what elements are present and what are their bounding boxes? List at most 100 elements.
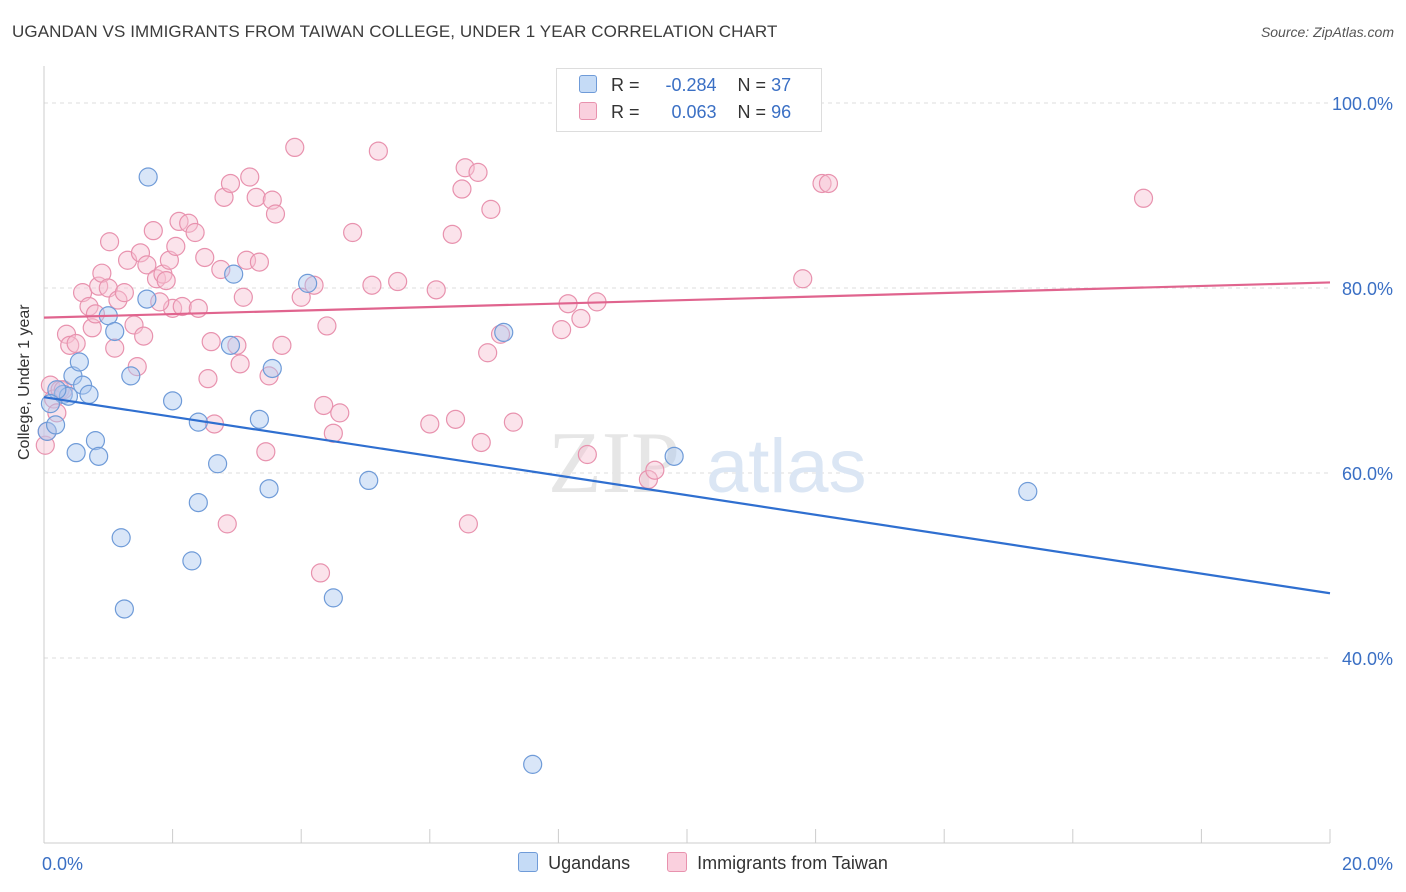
taiwan-point-23: [130, 243, 151, 263]
taiwan-point-69: [388, 271, 408, 292]
ugandans-point-24: [249, 409, 270, 429]
points-immigrants-from-taiwan: [35, 137, 1154, 583]
x-tick-label-1: 20.0%: [1342, 854, 1393, 874]
taiwan-point-53: [256, 442, 276, 462]
ugandans-point-32: [664, 446, 684, 466]
taiwan-point-79: [478, 343, 498, 363]
legend-row-ugandans: R = -0.284 N = 37: [579, 75, 791, 99]
taiwan-point-36: [185, 222, 205, 243]
taiwan-point-33: [169, 211, 189, 231]
taiwan-point-39: [198, 369, 218, 389]
taiwan-point-38: [195, 247, 215, 268]
ugandans-point-28: [323, 588, 343, 608]
taiwan-point-60: [304, 275, 324, 295]
taiwan-point-89: [645, 460, 665, 480]
taiwan-point-16: [99, 232, 120, 252]
taiwan-point-72: [442, 224, 462, 244]
y-axis-label: College, Under 1 year: [16, 304, 33, 460]
taiwan-point-57: [272, 335, 292, 355]
taiwan-point-48: [233, 287, 253, 307]
y-tick-label-0: 100.0%: [1332, 94, 1393, 114]
taiwan-point-68: [368, 141, 388, 161]
legend-r-value-taiwan: 0.063: [671, 102, 717, 122]
legend-row-taiwan: R = 0.063 N = 96: [579, 102, 791, 126]
taiwan-point-63: [317, 316, 337, 336]
legend-n-value-ugandans: 37: [771, 75, 792, 95]
trend-line-ugandans: [43, 396, 1331, 595]
taiwan-point-45: [220, 173, 241, 194]
taiwan-point-70: [420, 414, 440, 434]
taiwan-point-7: [60, 335, 80, 355]
taiwan-point-18: [108, 290, 128, 310]
taiwan-point-47: [230, 354, 250, 374]
legend-n-value-taiwan: 96: [771, 102, 792, 122]
taiwan-point-78: [471, 432, 491, 453]
legend-label-ugandans: Ugandans: [548, 853, 631, 873]
ugandans-point-12: [121, 366, 141, 386]
trend-lines: [43, 281, 1331, 595]
legend-item-taiwan[interactable]: Immigrants from Taiwan: [667, 852, 888, 874]
tick-labels: 100.0% 80.0% 60.0% 40.0% 0.0% 20.0%: [42, 94, 1393, 874]
ugandans-point-36: [79, 384, 99, 404]
taiwan-point-35: [179, 213, 199, 233]
ugandans-point-14: [114, 599, 134, 619]
watermark-zip: ZIP: [548, 415, 680, 512]
series-legend: Ugandans Immigrants from Taiwan: [0, 852, 1406, 874]
taiwan-point-65: [330, 403, 350, 423]
ugandans-point-33: [1018, 481, 1038, 502]
ugandans-point-19: [188, 493, 208, 513]
chart-title: UGANDAN VS IMMIGRANTS FROM TAIWAN COLLEG…: [12, 22, 778, 41]
taiwan-point-73: [445, 409, 466, 429]
taiwan-point-29: [156, 271, 176, 291]
taiwan-point-46: [227, 335, 247, 355]
watermark-atlas: atlas: [706, 424, 867, 509]
ugandans-point-25: [259, 479, 279, 499]
taiwan-point-71: [426, 280, 446, 300]
correlation-legend: R = -0.284 N = 37 R = 0.063 N = 96: [556, 68, 822, 132]
taiwan-point-34: [172, 296, 192, 317]
ugandans-point-21: [208, 454, 228, 474]
taiwan-point-82: [503, 412, 523, 432]
legend-swatch-blue: [579, 75, 597, 93]
ugandans-point-17: [163, 391, 183, 411]
legend-r-value-ugandans: -0.284: [665, 75, 717, 95]
taiwan-point-17: [105, 338, 125, 358]
taiwan-point-90: [793, 269, 813, 289]
legend-n-label: N =: [737, 102, 767, 122]
taiwan-point-8: [66, 333, 86, 354]
taiwan-point-51: [246, 187, 266, 207]
ugandans-point-11: [105, 321, 125, 342]
taiwan-point-91: [812, 173, 832, 194]
legend-r-label: R =: [611, 102, 640, 122]
taiwan-point-86: [577, 444, 597, 465]
legend-swatch-pink: [579, 102, 597, 120]
taiwan-point-62: [314, 395, 334, 416]
ugandans-point-15: [137, 289, 157, 309]
ugandans-point-27: [298, 273, 318, 293]
ugandans-point-5: [69, 352, 89, 372]
points-ugandans: [37, 167, 1038, 774]
ugandans-point-6: [72, 375, 93, 395]
taiwan-point-92: [818, 173, 839, 194]
taiwan-point-52: [249, 252, 270, 272]
taiwan-point-56: [265, 204, 286, 224]
ugandans-point-29: [359, 470, 379, 490]
taiwan-point-26: [143, 221, 163, 241]
taiwan-point-25: [137, 255, 157, 275]
ugandans-point-23: [220, 335, 241, 355]
ugandans-point-20: [182, 551, 202, 571]
x-tick-label-0: 0.0%: [42, 854, 83, 874]
legend-item-ugandans[interactable]: Ugandans: [518, 852, 630, 874]
taiwan-point-44: [217, 514, 237, 534]
taiwan-point-40: [201, 332, 221, 352]
taiwan-point-95: [53, 380, 73, 400]
taiwan-point-85: [571, 308, 591, 329]
ugandans-point-7: [66, 443, 86, 463]
legend-label-taiwan: Immigrants from Taiwan: [697, 853, 888, 873]
ugandans-point-22: [224, 264, 244, 284]
taiwan-point-50: [240, 167, 260, 187]
taiwan-point-22: [127, 357, 147, 377]
taiwan-point-75: [455, 158, 475, 178]
taiwan-point-61: [310, 563, 331, 583]
